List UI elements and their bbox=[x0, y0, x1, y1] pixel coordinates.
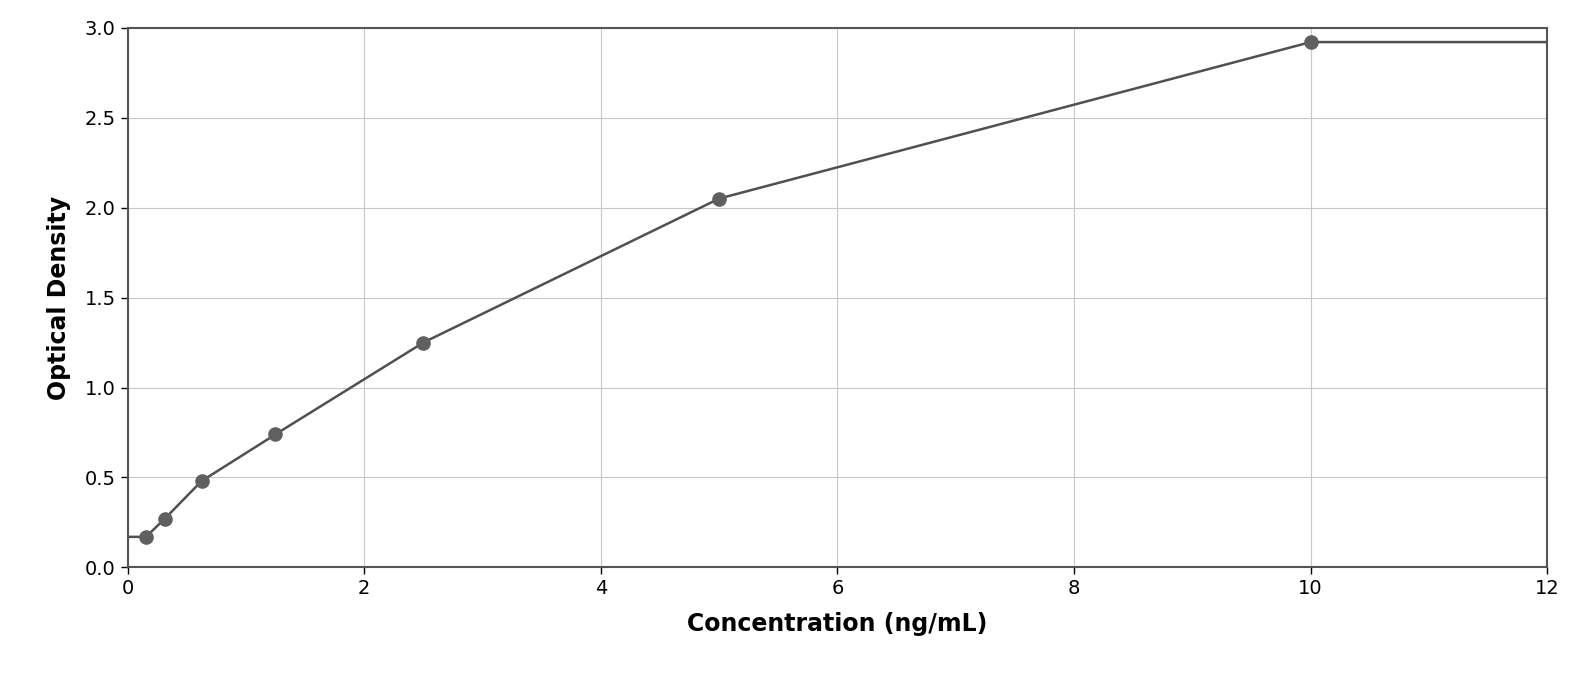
Point bbox=[263, 429, 289, 440]
Point bbox=[1298, 37, 1324, 48]
Y-axis label: Optical Density: Optical Density bbox=[46, 196, 70, 399]
X-axis label: Concentration (ng/mL): Concentration (ng/mL) bbox=[687, 612, 987, 636]
Point bbox=[707, 193, 732, 204]
Point bbox=[152, 513, 177, 525]
Point bbox=[188, 475, 214, 486]
Point bbox=[134, 531, 160, 543]
Point bbox=[410, 337, 435, 348]
